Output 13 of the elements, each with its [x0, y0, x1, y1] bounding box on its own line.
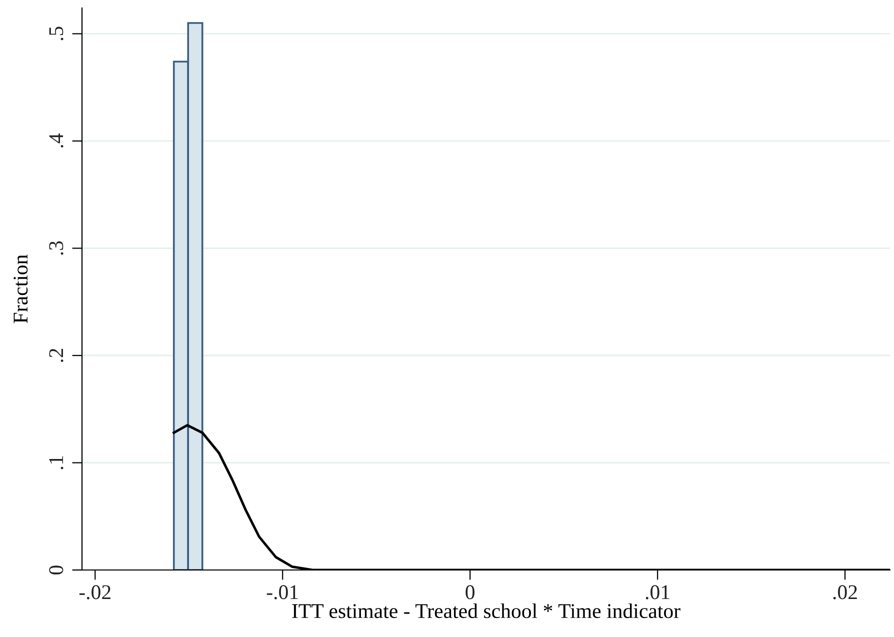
- y-tick-label: .3: [49, 241, 64, 255]
- x-tick-label: -.02: [79, 585, 110, 600]
- y-axis-title: Fraction: [14, 254, 28, 324]
- y-tick-label: .2: [49, 348, 64, 362]
- y-tick-label: 0: [49, 566, 64, 574]
- x-tick-label: -.01: [266, 585, 298, 600]
- y-tick-label: .1: [49, 456, 64, 470]
- x-tick-label: .02: [833, 585, 857, 600]
- x-tick-label: 0: [466, 585, 474, 600]
- y-tick-label: .4: [49, 134, 64, 148]
- y-tick-label: .5: [49, 26, 64, 40]
- x-axis-title: ITT estimate - Treated school * Time indicator: [292, 603, 680, 618]
- x-tick-label: .01: [646, 585, 670, 600]
